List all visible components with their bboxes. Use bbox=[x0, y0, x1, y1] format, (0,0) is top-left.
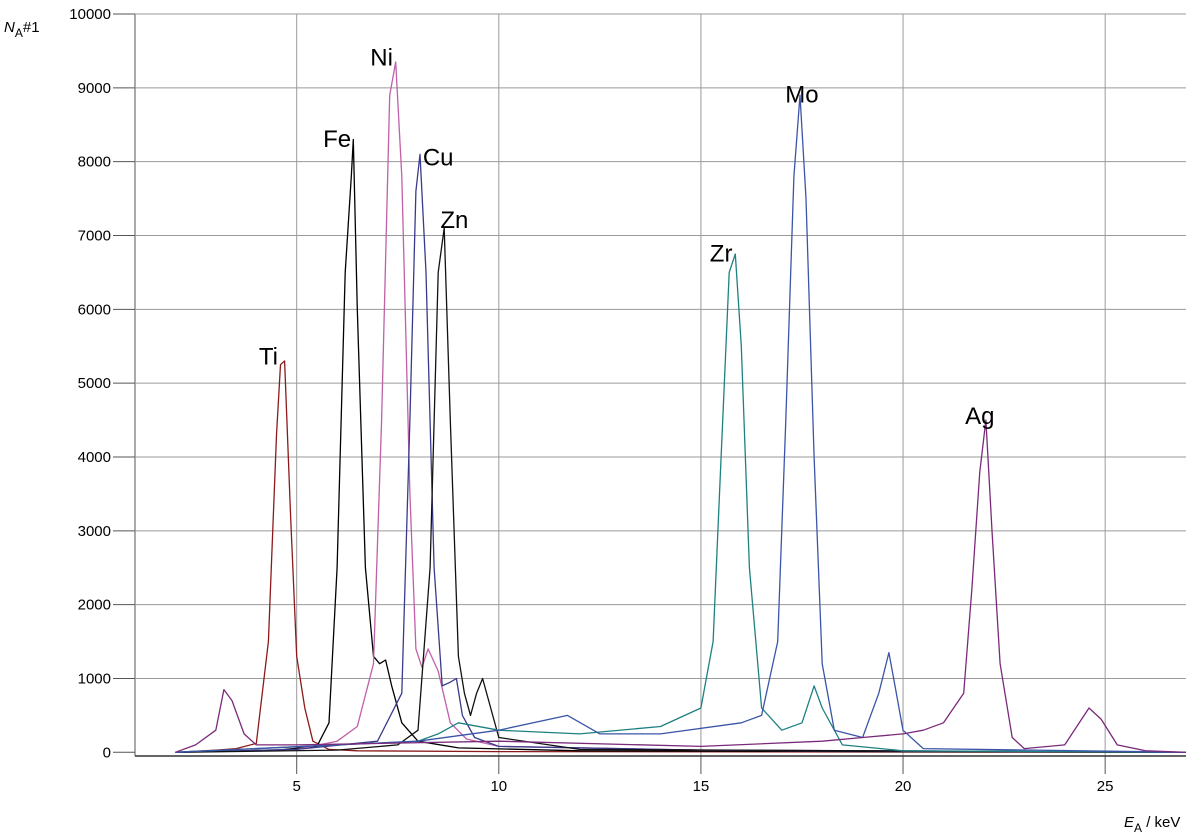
series-line-zr bbox=[175, 253, 1186, 753]
peak-label-mo: Mo bbox=[785, 82, 818, 109]
x-tick-label: 25 bbox=[1097, 778, 1114, 795]
grid-lines bbox=[134, 13, 1186, 756]
y-axis-label: NA#1 bbox=[4, 19, 40, 40]
series-line-ag bbox=[175, 419, 1186, 753]
peak-label-fe: Fe bbox=[323, 126, 351, 153]
y-tick-label: 3000 bbox=[78, 523, 111, 540]
y-tick-label: 7000 bbox=[78, 227, 111, 244]
peak-label-zr: Zr bbox=[710, 240, 733, 267]
x-tick-label: 10 bbox=[490, 778, 507, 795]
x-tick-label: 15 bbox=[693, 778, 710, 795]
y-tick-label: 6000 bbox=[78, 301, 111, 318]
y-tick-label: 4000 bbox=[78, 449, 111, 466]
peak-label-zn: Zn bbox=[440, 207, 468, 234]
peak-label-cu: Cu bbox=[423, 144, 454, 171]
x-tick-label: 5 bbox=[293, 778, 301, 795]
peak-label-ti: Ti bbox=[259, 344, 278, 371]
y-axis: 0 1000 2000 3000 4000 5000 6000 7000 8000 9000 100… bbox=[69, 6, 135, 761]
series-line-ti bbox=[175, 360, 1186, 753]
y-tick-label: 2000 bbox=[78, 597, 111, 614]
y-tick-label: 10000 bbox=[69, 6, 111, 23]
y-tick-label: 5000 bbox=[78, 375, 111, 392]
y-tick-label: 8000 bbox=[78, 154, 111, 171]
y-tick-label: 0 bbox=[103, 744, 111, 761]
x-axis-label: EA / keV bbox=[1124, 814, 1180, 833]
series-line-cu bbox=[175, 153, 1186, 753]
x-axis: 5 10 15 20 25 bbox=[135, 755, 1186, 795]
peak-labels: Ti Fe Ni Cu Zn Zr Mo Ag bbox=[259, 45, 995, 430]
series-lines bbox=[175, 61, 1186, 753]
y-tick-label: 1000 bbox=[78, 670, 111, 687]
series-line-zn bbox=[175, 227, 1186, 753]
series-line-fe bbox=[175, 138, 1186, 753]
x-tick-label: 20 bbox=[895, 778, 912, 795]
series-line-ni bbox=[175, 61, 1186, 753]
peak-label-ni: Ni bbox=[370, 45, 393, 72]
peak-label-ag: Ag bbox=[965, 403, 994, 430]
series-line-mo bbox=[175, 94, 1186, 753]
y-tick-label: 9000 bbox=[78, 80, 111, 97]
